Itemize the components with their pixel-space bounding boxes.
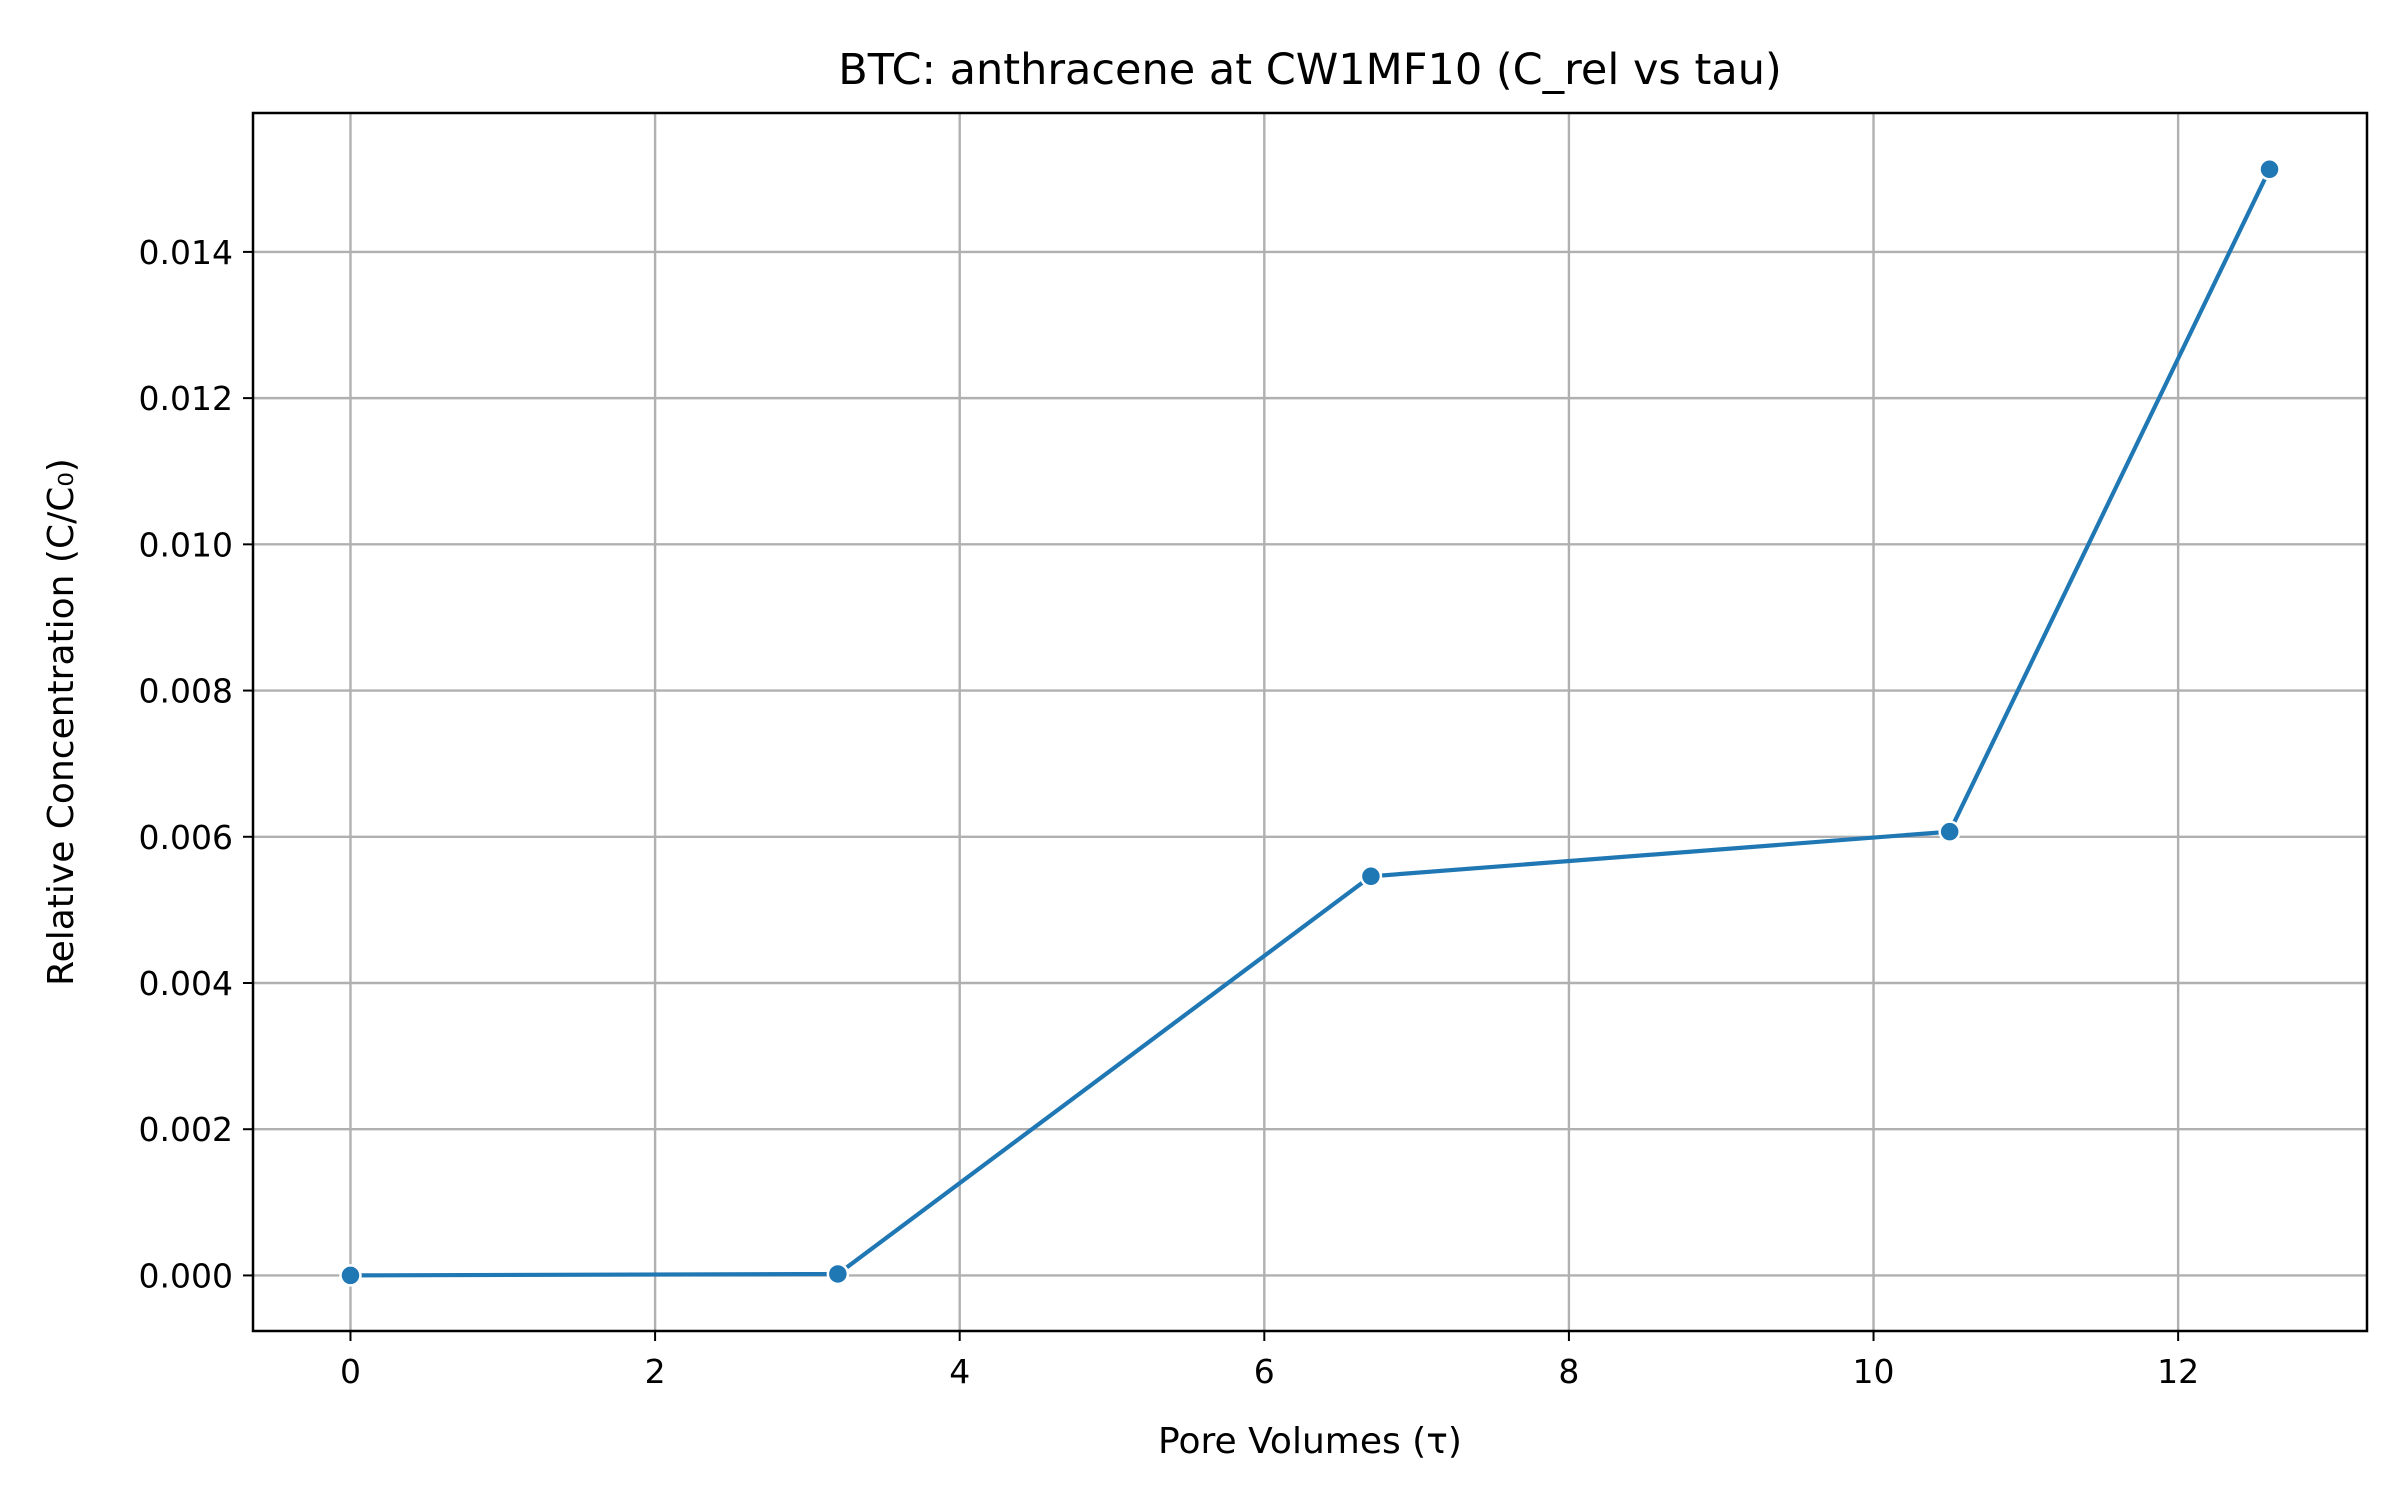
- plot-frame: [251, 111, 2369, 1333]
- x-tick-label: 2: [645, 1352, 666, 1391]
- data-point: [2258, 158, 2281, 181]
- y-axis-title: Relative Concentration (C/C₀): [41, 458, 82, 986]
- y-tick-label: 0.012: [139, 379, 233, 418]
- y-tick-label: 0.006: [139, 818, 233, 857]
- x-tick-label: 6: [1254, 1352, 1275, 1391]
- x-tick-label: 4: [949, 1352, 970, 1391]
- data-point: [826, 1262, 850, 1286]
- x-tick-label: 10: [1853, 1352, 1895, 1391]
- x-axis-title: Pore Volumes (τ): [1158, 1421, 1462, 1462]
- y-tick-label: 0.014: [139, 233, 233, 272]
- series-layer: [339, 158, 2281, 1287]
- x-tick-label: 8: [1558, 1352, 1579, 1391]
- y-tick-label: 0.010: [139, 525, 233, 564]
- data-point: [1938, 820, 1961, 843]
- data-point: [1359, 865, 1383, 888]
- chart-title: BTC: anthracene at CW1MF10 (C_rel vs tau…: [838, 45, 1782, 95]
- x-tick-label: 12: [2157, 1352, 2199, 1391]
- y-tick-label: 0.002: [139, 1110, 233, 1149]
- grid: [253, 113, 2367, 1331]
- y-tick-label: 0.000: [139, 1256, 233, 1295]
- y-tick-label: 0.008: [139, 672, 233, 711]
- x-tick-label: 0: [340, 1352, 361, 1391]
- axis-ticks: 0 2 4 6 8 10 12 0.000 0.002 0.004 0.006 0.008 0.010 0…: [139, 233, 2200, 1391]
- data-point: [339, 1264, 362, 1287]
- series-line: [350, 168, 2272, 1278]
- y-tick-label: 0.004: [139, 964, 233, 1003]
